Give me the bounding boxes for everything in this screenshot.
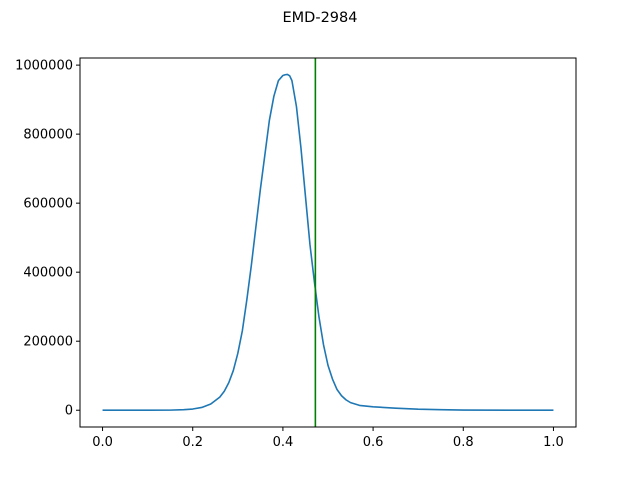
x-tick-label: 0.6 [363,435,384,450]
x-tick-label: 0.2 [182,435,203,450]
y-tick-label: 400000 [23,266,73,281]
y-tick-label: 800000 [23,128,73,143]
plot-area [102,58,554,427]
y-tick-label: 600000 [23,197,73,212]
chart-title: EMD-2984 [283,10,358,26]
x-tick-label: 0.8 [453,435,474,450]
y-axis: 0 200000 400000 600000 800000 1000000 [15,59,80,419]
axes-frame [79,57,577,428]
y-tick-label: 200000 [23,335,73,350]
y-tick-label: 1000000 [15,59,73,74]
x-tick-label: 0.4 [273,435,294,450]
x-tick-label: 0.0 [92,435,113,450]
series-line-0 [102,73,554,412]
x-tick-label: 1.0 [543,435,564,450]
y-tick-label: 0 [65,404,73,419]
x-axis: 0.0 0.2 0.4 0.6 0.8 1.0 [92,427,564,450]
